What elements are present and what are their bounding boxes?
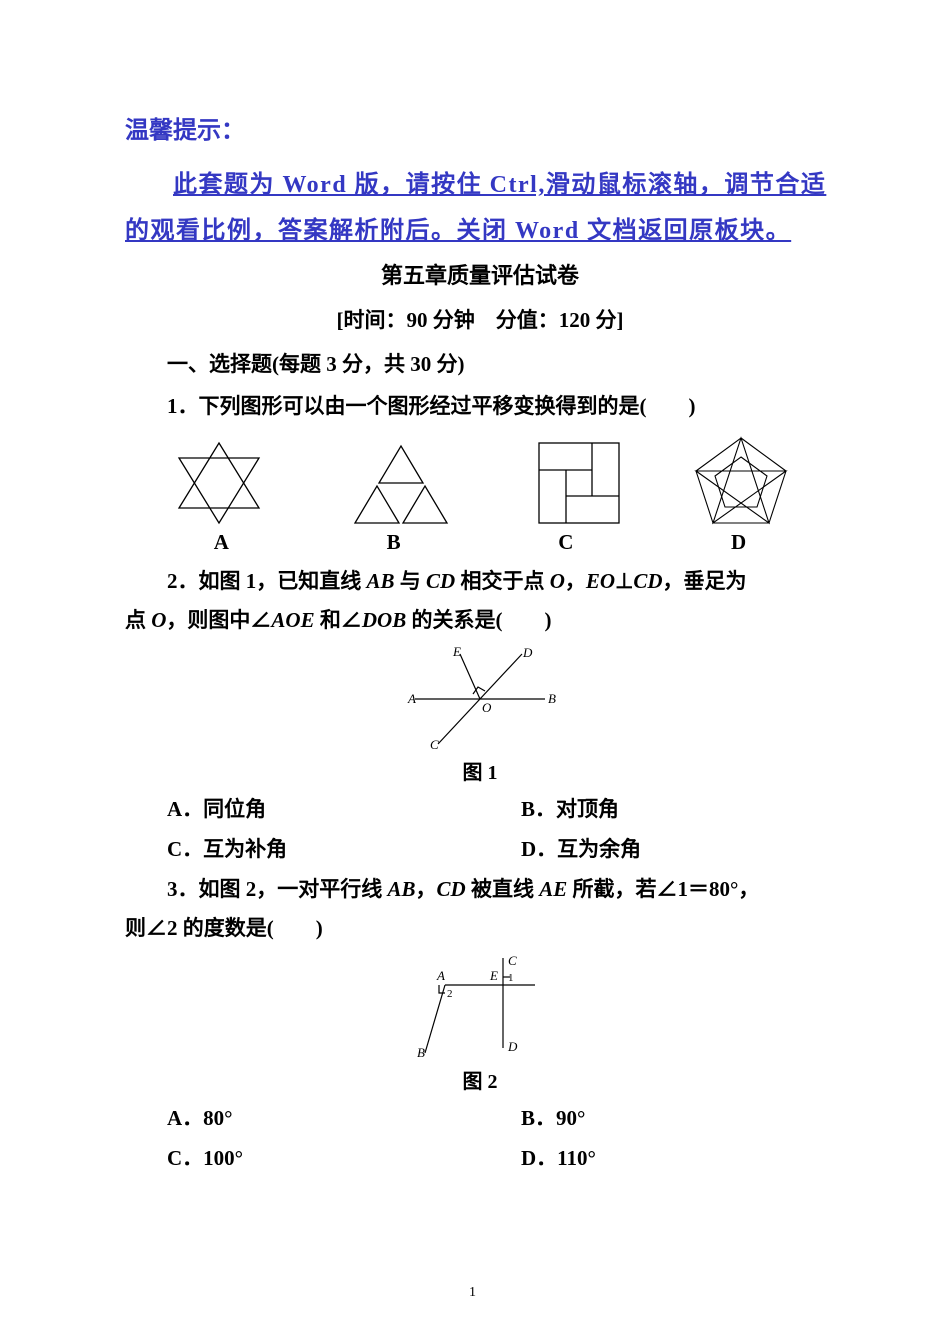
svg-text:B: B [548, 691, 556, 706]
q3-choice-b: B．90° [521, 1102, 835, 1132]
q2-caption: 图 1 [125, 756, 835, 785]
q1-figure-b [331, 438, 471, 528]
svg-text:D: D [507, 1039, 518, 1054]
q2-choices: A．同位角 B．对顶角 C．互为补角 D．互为余角 [167, 793, 835, 863]
tip-header: 温馨提示： [125, 110, 835, 145]
q2-figure: A B C D E O [125, 644, 835, 754]
svg-text:E: E [452, 644, 461, 659]
svg-text:E: E [489, 968, 498, 983]
q1-label-d: D [731, 530, 746, 555]
svg-text:A: A [436, 968, 445, 983]
svg-text:A: A [407, 691, 416, 706]
q2-line1: 2．如图 1，已知直线 AB 与 CD 相交于点 O，EO⊥CD，垂足为 [125, 563, 835, 600]
q1-figure-d [686, 433, 796, 528]
q2-line2: 点 O，则图中∠AOE 和∠DOB 的关系是( ) [125, 602, 835, 639]
time-line: [时间：90 分钟 分值：120 分] [125, 304, 835, 334]
chapter-title: 第五章质量评估试卷 [125, 258, 835, 290]
q1-label-b: B [387, 530, 401, 555]
svg-text:2: 2 [447, 988, 453, 1000]
exam-page: 温馨提示： 此套题为 Word 版，请按住 Ctrl,滑动鼠标滚轴，调节合适的观… [0, 0, 945, 1337]
svg-text:B: B [417, 1045, 425, 1060]
svg-text:D: D [522, 645, 533, 660]
q3-choice-a: A．80° [167, 1102, 481, 1132]
q1-figures [135, 433, 825, 528]
q3-line2: 则∠2 的度数是( ) [125, 910, 835, 947]
q1-figure-a [164, 438, 274, 528]
q1-figure-c [529, 438, 629, 528]
q3-line1: 3．如图 2，一对平行线 AB，CD 被直线 AE 所截，若∠1＝80°， [125, 871, 835, 908]
svg-text:C: C [430, 737, 439, 752]
q3-figure: A E C D B 1 2 [125, 953, 835, 1063]
q1-label-c: C [558, 530, 573, 555]
q2-choice-c: C．互为补角 [167, 833, 481, 863]
q3-choice-c: C．100° [167, 1142, 481, 1172]
q2-choice-a: A．同位角 [167, 793, 481, 823]
q2-choice-b: B．对顶角 [521, 793, 835, 823]
section-1-head: 一、选择题(每题 3 分，共 30 分) [125, 348, 835, 378]
page-number: 1 [0, 1285, 945, 1301]
svg-text:O: O [482, 700, 492, 715]
svg-text:C: C [508, 953, 517, 968]
q1-text: 1．下列图形可以由一个图形经过平移变换得到的是( ) [125, 388, 835, 425]
svg-text:1: 1 [508, 972, 514, 984]
q1-label-a: A [214, 530, 229, 555]
q3-choice-d: D．110° [521, 1142, 835, 1172]
q1-labels: A B C D [135, 530, 825, 555]
q3-caption: 图 2 [125, 1065, 835, 1094]
q2-choice-d: D．互为余角 [521, 833, 835, 863]
q3-choices: A．80° B．90° C．100° D．110° [167, 1102, 835, 1172]
tip-body: 此套题为 Word 版，请按住 Ctrl,滑动鼠标滚轴，调节合适的观看比例，答案… [125, 163, 835, 254]
